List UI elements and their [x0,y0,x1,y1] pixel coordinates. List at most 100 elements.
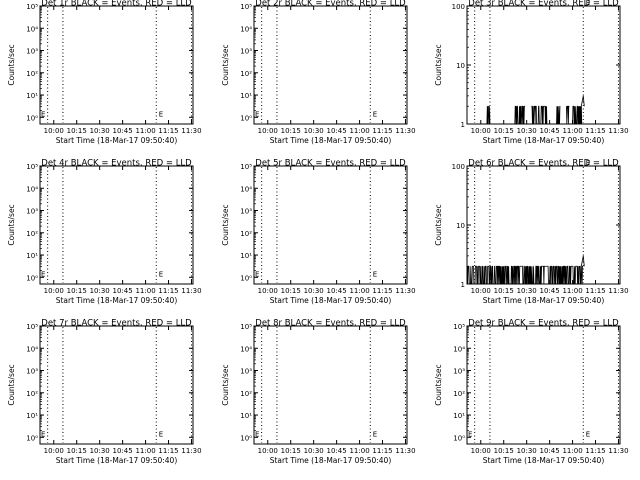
plot-frame [253,5,408,125]
x-tick-label: 11:00 [349,447,369,455]
y-axis-label: Counts/sec [434,364,443,405]
y-tick-label: 10² [453,390,465,398]
x-tick-label: 10:30 [90,127,110,135]
x-tick-label: 10:15 [67,127,87,135]
y-tick-label: 10⁰ [240,114,252,122]
y-tick-label: 10³ [240,208,252,216]
y-tick-label: 10⁵ [26,163,38,171]
panel-title: Det 7r BLACK = Events, RED = LLD [41,319,192,329]
x-tick-label: 11:15 [372,287,392,295]
y-tick-label: 10¹ [240,92,252,100]
panel-title: Det 3r BLACK = Events, RED = LLD [468,0,619,9]
plot-frame [253,165,408,285]
y-tick-label: 10⁴ [240,25,252,33]
y-tick-label: 10³ [26,208,38,216]
y-tick-label: 10¹ [453,412,465,420]
x-tick-label: 10:00 [471,447,491,455]
x-tick-label: 10:00 [44,287,64,295]
panel-6: Det 6r BLACK = Events, RED = LLD 1 10 100 10… [434,159,629,306]
y-tick-label: 10² [240,390,252,398]
y-tick-label: 100 [452,163,465,171]
x-tick-label: 10:00 [258,127,278,135]
y-tick-label: 10 [456,222,465,230]
x-tick-label: 10:45 [327,447,347,455]
x-tick-label: 10:15 [281,447,301,455]
x-axis-label: Start Time (18-Mar-17 09:50:40) [270,136,392,145]
x-tick-label: 11:00 [135,447,155,455]
y-axis-label: Counts/sec [221,364,230,405]
x-tick-label: 10:45 [113,127,133,135]
y-tick-label: 10² [26,390,38,398]
event-marker: E [586,430,590,438]
y-tick-label: 1 [461,121,465,129]
x-tick-label: 11:30 [608,127,628,135]
x-tick-label: 10:30 [304,447,324,455]
panel-title: Det 6r BLACK = Events, RED = LLD [468,159,619,169]
x-tick-label: 10:00 [471,287,491,295]
event-marker: E [159,430,163,438]
y-tick-label: 10⁵ [240,323,252,331]
x-tick-label: 10:00 [258,287,278,295]
panel-title: Det 4r BLACK = Events, RED = LLD [41,159,192,169]
series-line-1 [486,95,585,125]
x-axis-label: Start Time (18-Mar-17 09:50:40) [270,456,392,465]
x-tick-label: 11:30 [181,127,201,135]
y-axis-label: Counts/sec [7,204,16,245]
event-marker: E [586,0,590,7]
x-tick-label: 10:15 [281,127,301,135]
x-tick-label: 10:15 [67,447,87,455]
event-marker: E [159,270,163,278]
x-tick-label: 10:30 [90,287,110,295]
y-tick-label: 100 [452,3,465,11]
series-line-1 [466,255,585,285]
event-marker: E [159,110,163,118]
x-tick-label: 10:00 [471,127,491,135]
y-tick-label: 10¹ [26,252,38,260]
x-tick-label: 11:00 [349,287,369,295]
x-tick-label: 10:00 [44,447,64,455]
panel-1: Det 1r BLACK = Events, RED = LLD 10⁰ 10¹ 10… [7,0,202,145]
y-axis-label: Counts/sec [434,44,443,85]
x-axis-label: Start Time (18-Mar-17 09:50:40) [483,456,605,465]
x-tick-label: 11:30 [181,287,201,295]
x-tick-label: 10:30 [304,127,324,135]
panel-2: Det 2r BLACK = Events, RED = LLD 10⁰ 10¹ 10… [221,0,416,145]
x-tick-label: 11:30 [608,447,628,455]
panel-title: Det 5r BLACK = Events, RED = LLD [255,159,406,169]
y-tick-label: 10⁴ [26,25,38,33]
x-tick-label: 11:30 [181,447,201,455]
panel-9: Det 9r BLACK = Events, RED = LLD 10⁰ 10¹ 10… [434,319,629,466]
event-marker: E [41,270,45,278]
y-tick-label: 10⁰ [240,274,252,282]
x-tick-label: 10:45 [327,127,347,135]
x-axis-label: Start Time (18-Mar-17 09:50:40) [56,456,178,465]
x-tick-label: 10:00 [258,447,278,455]
x-axis-label: Start Time (18-Mar-17 09:50:40) [56,136,178,145]
x-tick-label: 11:15 [372,447,392,455]
event-marker: E [255,270,259,278]
x-tick-label: 10:30 [517,287,537,295]
y-tick-label: 10⁵ [240,3,252,11]
y-tick-label: 10⁰ [26,114,38,122]
y-tick-label: 10⁴ [453,345,465,353]
x-tick-label: 11:30 [395,287,415,295]
event-marker: E [468,430,472,438]
event-marker: E [586,159,590,167]
panel-title: Det 9r BLACK = Events, RED = LLD [468,319,619,329]
x-tick-label: 10:15 [494,447,514,455]
event-marker: E [255,430,259,438]
event-marker: E [255,110,259,118]
x-tick-label: 11:15 [585,447,605,455]
y-axis-label: Counts/sec [434,204,443,245]
x-tick-label: 11:15 [158,447,178,455]
y-tick-label: 10³ [453,368,465,376]
x-tick-label: 10:45 [540,447,560,455]
y-tick-label: 10³ [26,48,38,56]
plot-frame [39,325,194,445]
x-axis-label: Start Time (18-Mar-17 09:50:40) [56,296,178,305]
x-tick-label: 11:30 [395,447,415,455]
plot-frame [39,165,194,285]
panel-5: Det 5r BLACK = Events, RED = LLD 10⁰ 10¹ 10… [221,159,416,306]
x-axis-label: Start Time (18-Mar-17 09:50:40) [483,136,605,145]
